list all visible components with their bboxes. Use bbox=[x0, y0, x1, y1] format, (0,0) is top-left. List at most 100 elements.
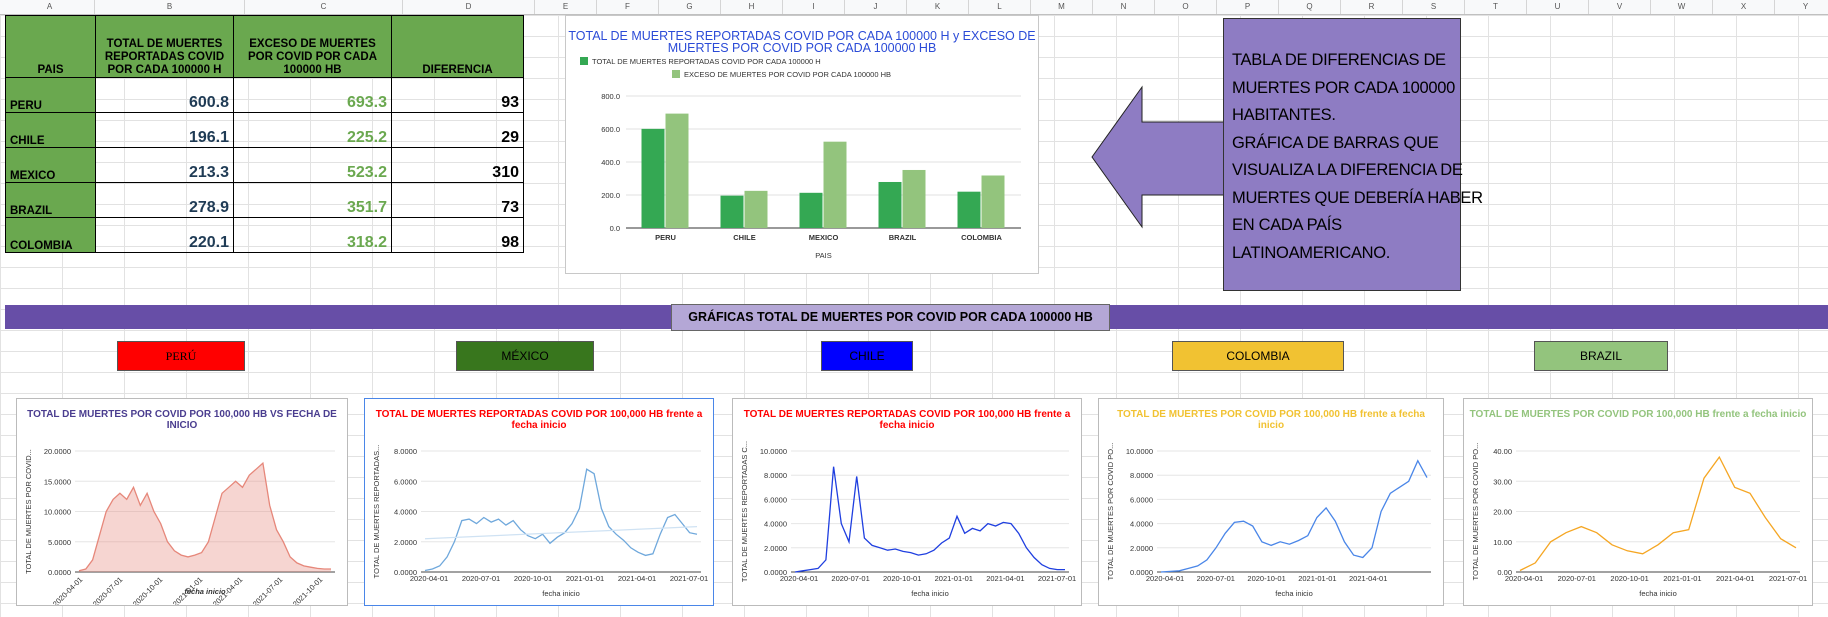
cell-exceso[interactable]: 523.2 bbox=[233, 147, 392, 183]
bar bbox=[665, 113, 689, 228]
column-header-C[interactable]: C bbox=[245, 0, 403, 14]
column-header-X[interactable]: X bbox=[1713, 0, 1775, 14]
header-diferencia[interactable]: DIFERENCIA bbox=[391, 15, 524, 78]
y-tick-label: 8.0000 bbox=[394, 447, 417, 456]
y-tick-label: 20.00 bbox=[1493, 508, 1512, 517]
column-header-G[interactable]: G bbox=[659, 0, 721, 14]
column-header-R[interactable]: R bbox=[1341, 0, 1403, 14]
section-title[interactable]: GRÁFICAS TOTAL DE MUERTES POR COVID POR … bbox=[671, 304, 1110, 331]
cell-diferencia[interactable]: 310 bbox=[391, 147, 524, 183]
cell-exceso[interactable]: 351.7 bbox=[233, 182, 392, 218]
column-header-H[interactable]: H bbox=[721, 0, 783, 14]
column-header-N[interactable]: N bbox=[1093, 0, 1155, 14]
bar-chart[interactable]: TOTAL DE MUERTES REPORTADAS COVID POR CA… bbox=[565, 15, 1039, 274]
x-tick-label: 2020-04-01 bbox=[410, 574, 448, 583]
x-axis-label: PAIS bbox=[815, 251, 832, 260]
header-total[interactable]: TOTAL DE MUERTES REPORTADAS COVID POR CA… bbox=[95, 15, 234, 78]
column-header-M[interactable]: M bbox=[1031, 0, 1093, 14]
x-tick-label: 2020-10-01 bbox=[1247, 574, 1285, 583]
chart-chile[interactable]: 0.0000 2.0000 4.0000 6.0000 8.0000 10.0000 TOT… bbox=[732, 398, 1082, 606]
note-line: TABLA DE DIFERENCIAS DE bbox=[1232, 51, 1446, 69]
column-header-L[interactable]: L bbox=[969, 0, 1031, 14]
country-button-brazil[interactable]: BRAZIL bbox=[1534, 341, 1668, 371]
x-axis-label: fecha inicio bbox=[1275, 589, 1313, 598]
country-button-colombia[interactable]: COLOMBIA bbox=[1172, 341, 1344, 371]
legend-swatch bbox=[672, 70, 680, 78]
cell-total[interactable]: 213.3 bbox=[95, 147, 234, 183]
column-header-P[interactable]: P bbox=[1217, 0, 1279, 14]
country-button-peru[interactable]: PERÚ bbox=[117, 341, 245, 371]
x-tick-label: 2020-07-01 bbox=[1558, 574, 1596, 583]
cell-pais[interactable]: PERU bbox=[5, 77, 96, 113]
x-tick-label: 2020-07-01 bbox=[831, 574, 869, 583]
explanation-note[interactable]: TABLA DE DIFERENCIAS DE MUERTES POR CADA… bbox=[1223, 18, 1483, 291]
column-header-K[interactable]: K bbox=[907, 0, 969, 14]
column-header-J[interactable]: J bbox=[845, 0, 907, 14]
column-header-T[interactable]: T bbox=[1465, 0, 1527, 14]
bar bbox=[878, 181, 902, 228]
cell-pais[interactable]: COLOMBIA bbox=[5, 217, 96, 253]
note-line: HABITANTES. bbox=[1232, 106, 1336, 124]
chart-brazil-title: TOTAL DE MUERTES POR COVID POR 100,000 H… bbox=[1469, 409, 1807, 420]
cell-total[interactable]: 600.8 bbox=[95, 77, 234, 113]
cell-exceso[interactable]: 318.2 bbox=[233, 217, 392, 253]
column-header-U[interactable]: U bbox=[1527, 0, 1589, 14]
column-header-Q[interactable]: Q bbox=[1279, 0, 1341, 14]
y-axis-label: TOTAL DE MUERTES POR COVID PO... bbox=[1471, 443, 1480, 581]
y-tick-label: 10.0000 bbox=[44, 508, 71, 517]
cell-total[interactable]: 220.1 bbox=[95, 217, 234, 253]
note-line: LATINOAMERICANO. bbox=[1232, 243, 1391, 262]
x-tick-label: 2020-04-01 bbox=[1505, 574, 1543, 583]
legend-label: EXCESO DE MUERTES POR COVID POR CADA 100… bbox=[684, 70, 891, 79]
x-tick-label: 2021-01-01 bbox=[1298, 574, 1336, 583]
table-row: CHILE 196.1 225.2 29 bbox=[5, 112, 524, 148]
cell-pais[interactable]: CHILE bbox=[5, 112, 96, 148]
column-header-A[interactable]: A bbox=[5, 0, 95, 14]
y-tick-label: 6.0000 bbox=[764, 495, 787, 504]
column-header-O[interactable]: O bbox=[1155, 0, 1217, 14]
cell-total[interactable]: 196.1 bbox=[95, 112, 234, 148]
cell-pais[interactable]: MEXICO bbox=[5, 147, 96, 183]
column-header-E[interactable]: E bbox=[535, 0, 597, 14]
country-button-mexico[interactable]: MÉXICO bbox=[456, 341, 594, 371]
cell-exceso[interactable]: 225.2 bbox=[233, 112, 392, 148]
table-row: COLOMBIA 220.1 318.2 98 bbox=[5, 217, 524, 253]
y-tick-label: 30.00 bbox=[1493, 477, 1512, 486]
cell-diferencia[interactable]: 73 bbox=[391, 182, 524, 218]
column-header-B[interactable]: B bbox=[95, 0, 245, 14]
header-pais[interactable]: PAIS bbox=[5, 15, 96, 78]
y-tick-label: 8.0000 bbox=[1130, 471, 1153, 480]
column-header-W[interactable]: W bbox=[1651, 0, 1713, 14]
header-exceso[interactable]: EXCESO DE MUERTES POR COVID POR CADA 100… bbox=[233, 15, 392, 78]
y-tick-label: 4.0000 bbox=[1130, 520, 1153, 529]
cell-diferencia[interactable]: 98 bbox=[391, 217, 524, 253]
series-line bbox=[78, 461, 331, 572]
chart-chile-title: TOTAL DE MUERTES REPORTADAS COVID POR 10… bbox=[743, 409, 1071, 431]
x-tick-label: BRAZIL bbox=[889, 233, 917, 242]
column-header-Y[interactable]: Y bbox=[1775, 0, 1828, 14]
cell-diferencia[interactable]: 29 bbox=[391, 112, 524, 148]
column-header-I[interactable]: I bbox=[783, 0, 845, 14]
cell-total[interactable]: 278.9 bbox=[95, 182, 234, 218]
chart-colombia[interactable]: 0.0000 2.0000 4.0000 6.0000 8.0000 10.0000 TOT… bbox=[1098, 398, 1444, 606]
x-tick-label: 2021-07-01 bbox=[251, 575, 284, 605]
column-header-D[interactable]: D bbox=[403, 0, 535, 14]
column-header-F[interactable]: F bbox=[597, 0, 659, 14]
cell-diferencia[interactable]: 93 bbox=[391, 77, 524, 113]
chart-brazil[interactable]: 0.00 10.00 20.00 30.00 40.00 TOTAL DE MUERTES… bbox=[1463, 398, 1813, 606]
y-tick-label: 6.0000 bbox=[394, 477, 417, 486]
table-row: BRAZIL 278.9 351.7 73 bbox=[5, 182, 524, 218]
country-button-chile[interactable]: CHILE bbox=[821, 341, 913, 371]
chart-peru[interactable]: 0.0000 5.0000 10.0000 15.0000 20.0000 TOTAL D… bbox=[16, 398, 348, 606]
column-header-V[interactable]: V bbox=[1589, 0, 1651, 14]
x-tick-label: 2020-04-01 bbox=[780, 574, 818, 583]
cell-exceso[interactable]: 693.3 bbox=[233, 77, 392, 113]
y-tick-label: 40.00 bbox=[1493, 447, 1512, 456]
cell-pais[interactable]: BRAZIL bbox=[5, 182, 96, 218]
chart-mexico[interactable]: 0.0000 2.0000 4.0000 6.0000 8.0000 TOTAL DE M… bbox=[364, 398, 714, 606]
note-line: MUERTES QUE DEBERÍA HABER bbox=[1232, 188, 1483, 207]
y-tick-label: 2.0000 bbox=[394, 538, 417, 547]
column-header-S[interactable]: S bbox=[1403, 0, 1465, 14]
y-tick-label: 0.00 bbox=[1497, 568, 1512, 577]
chart-colombia-svg: 0.0000 2.0000 4.0000 6.0000 8.0000 10.0000 TOT… bbox=[1106, 443, 1431, 598]
